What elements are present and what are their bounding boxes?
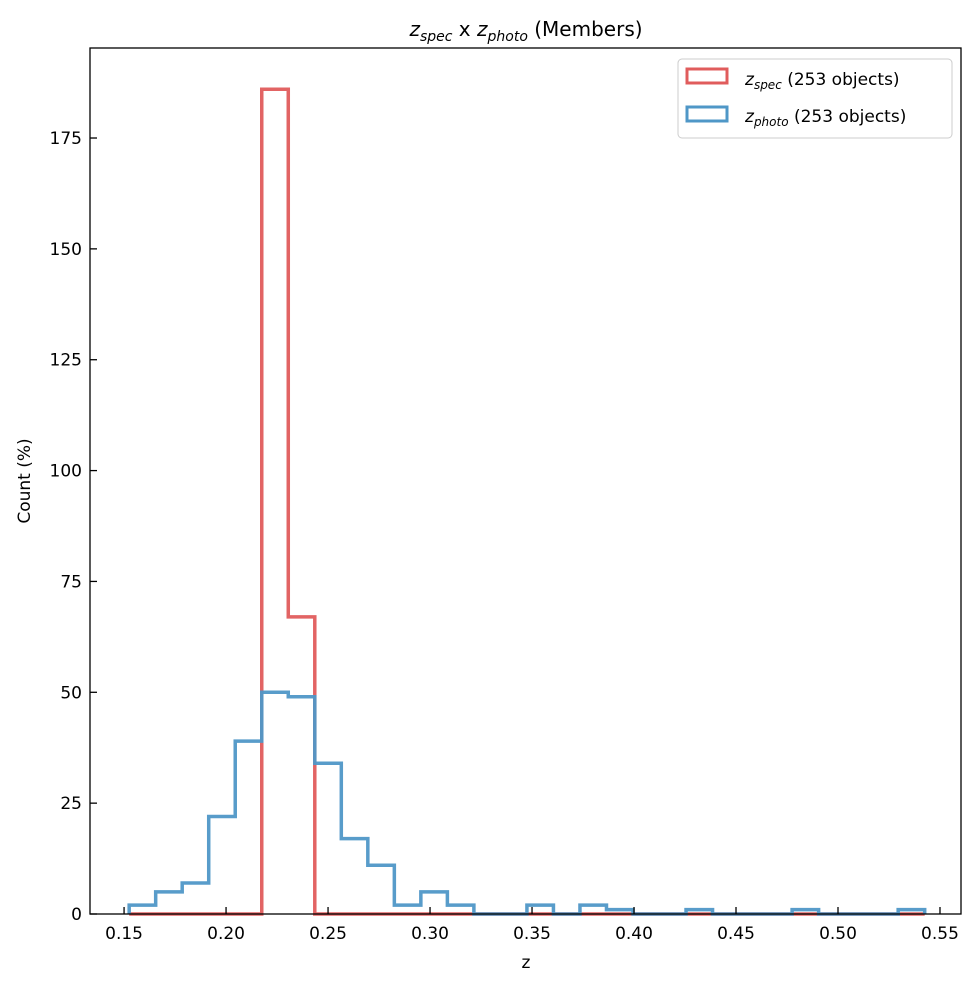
y-tick-label: 175 [50,129,82,149]
histogram-bin [421,892,448,914]
x-tick-label: 0.35 [513,924,551,944]
histogram-bin [315,763,342,914]
legend-label-zphoto: zphoto (253 objects) [744,107,906,129]
legend-swatch-zphoto [685,105,729,123]
histogram-bin [288,617,315,914]
x-tick-label: 0.40 [615,924,653,944]
y-tick-label: 0 [71,905,82,925]
x-tick-label: 0.30 [411,924,449,944]
x-tick-label: 0.20 [207,924,245,944]
x-tick-label: 0.15 [105,924,143,944]
histogram-bin [262,89,289,914]
y-tick-label: 100 [50,462,82,482]
y-axis-label: Count (%) [15,438,35,523]
y-tick-label: 75 [60,572,82,592]
histogram-step-zphoto [127,690,927,916]
y-tick-label: 150 [50,240,82,260]
histogram-bin [209,816,236,914]
plot-frame [89,47,962,915]
y-tick-label: 125 [50,351,82,371]
x-tick-label: 0.50 [819,924,857,944]
legend-label-zspec: zspec (253 objects) [744,70,900,92]
histogram-bin [288,697,315,914]
legend-swatch-zspec [685,67,729,85]
histogram-bin [235,741,262,914]
legend: zspec (253 objects) zphoto (253 objects) [677,58,953,139]
y-tick-label: 50 [60,683,82,703]
x-tick-label: 0.55 [921,924,959,944]
x-axis-label: z [522,953,531,973]
x-tick-label: 0.45 [717,924,755,944]
y-tick-label: 25 [60,794,82,814]
chart-title: zspec x zphoto (Members) [408,17,642,45]
histogram-step-zspec [129,87,925,916]
histogram-bin [368,865,395,914]
histogram-bin [156,892,183,914]
histogram-bin [182,883,209,914]
histogram-bin [341,839,368,914]
histogram-bin [262,692,289,914]
x-tick-label: 0.25 [309,924,347,944]
